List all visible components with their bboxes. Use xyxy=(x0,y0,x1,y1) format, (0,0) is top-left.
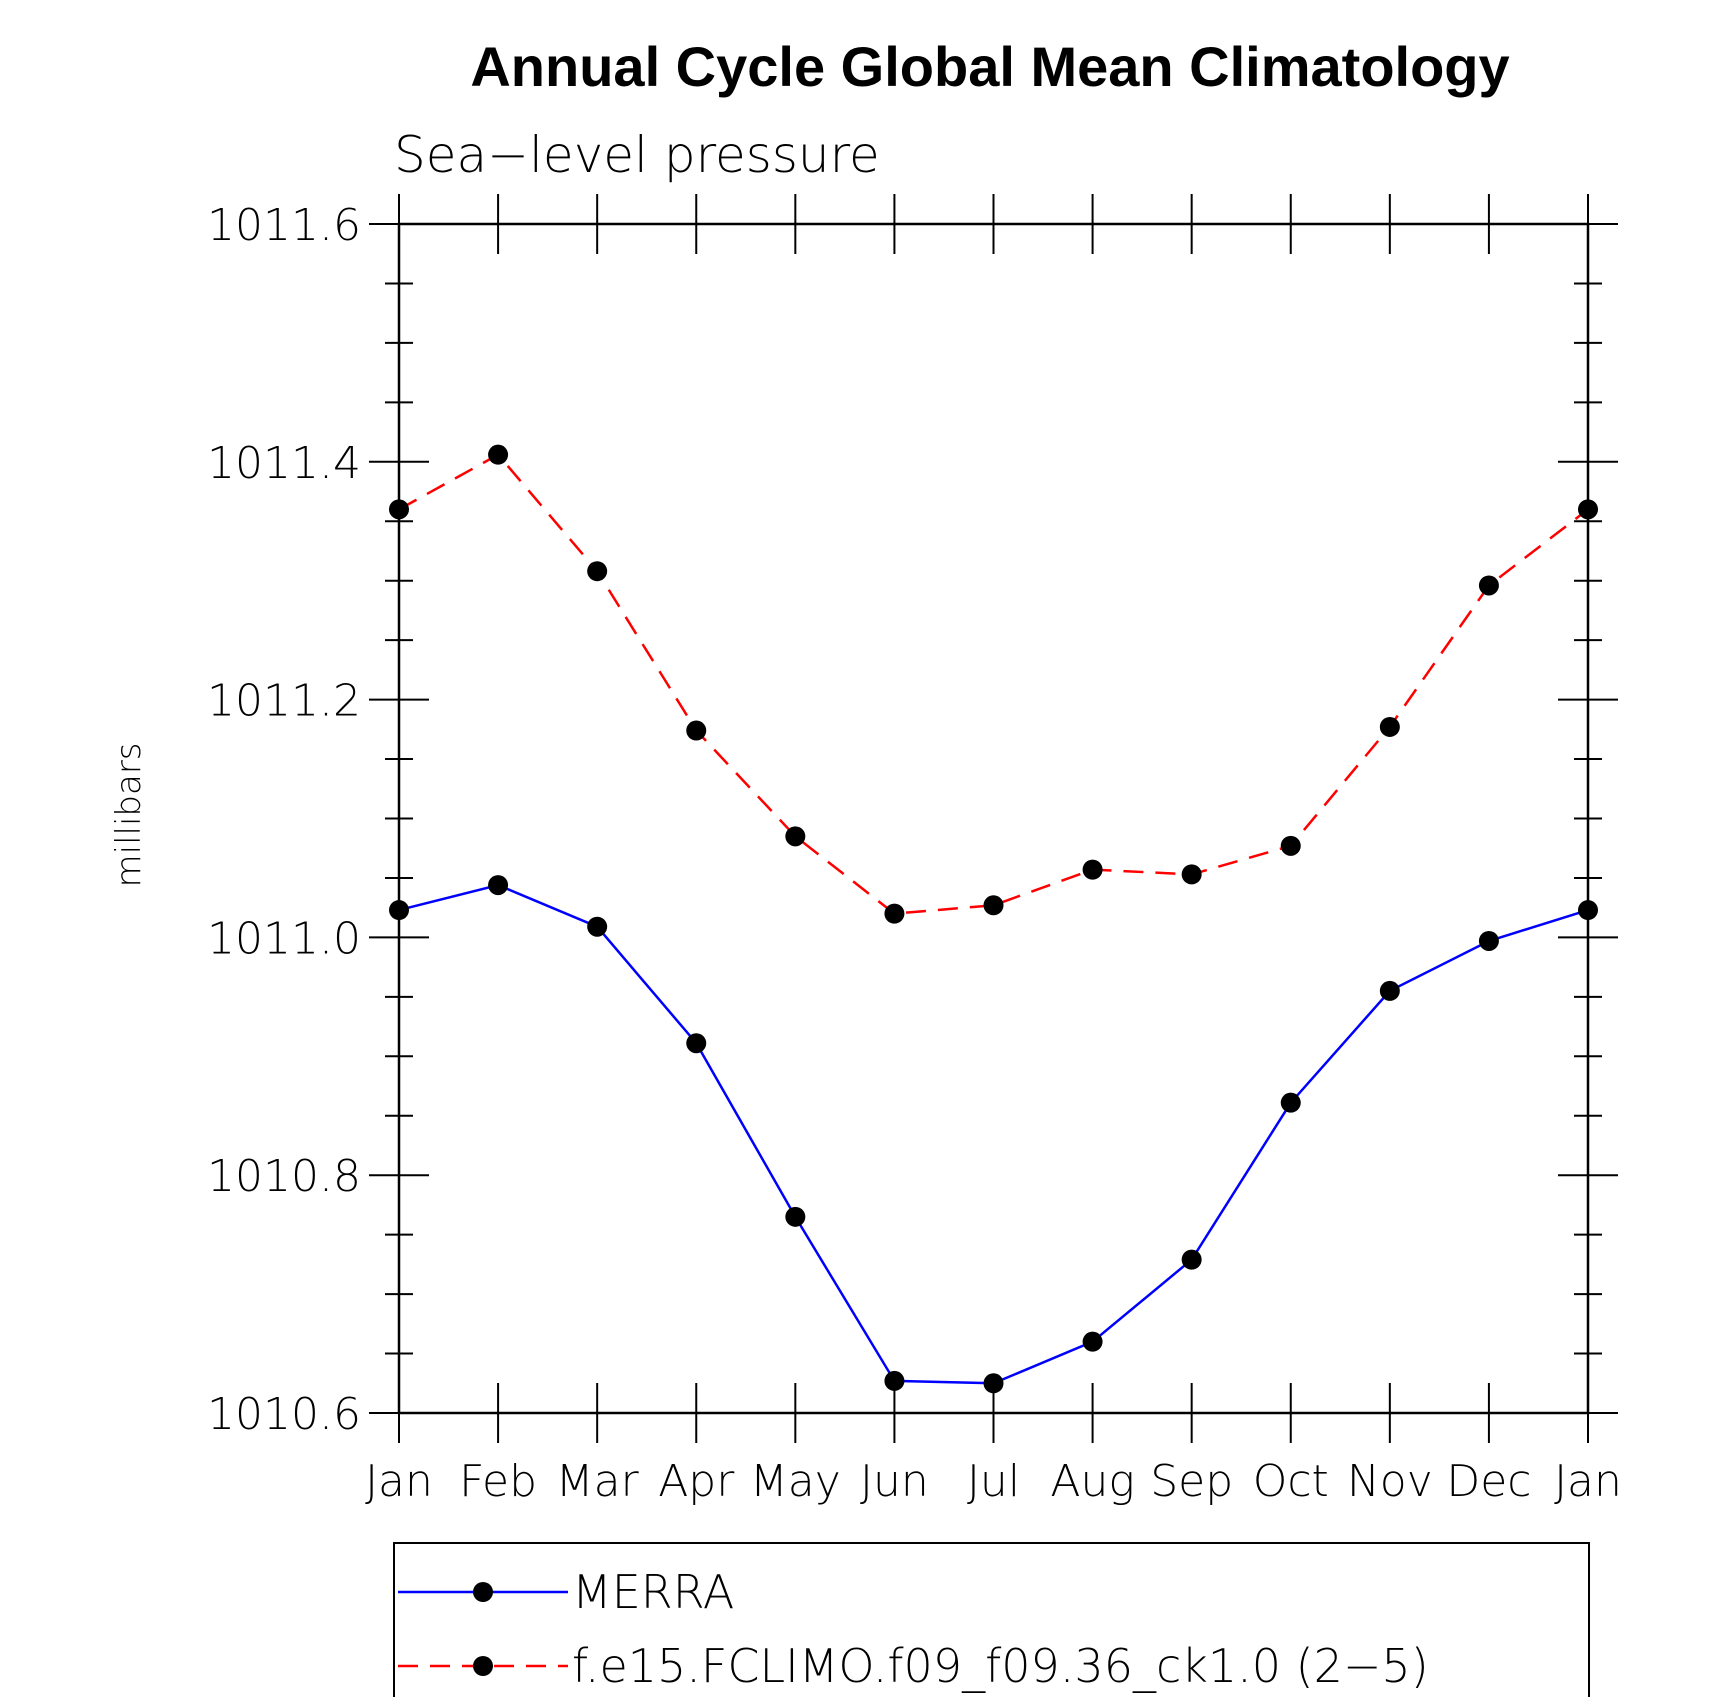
legend: MERRA f.e15.FCLIMO.f09_f09.36_ck1.0 (2−5… xyxy=(393,1542,1590,1697)
x-tick-label: Jan xyxy=(1554,1456,1622,1507)
data-point xyxy=(587,916,608,937)
chart-subtitle: Sea−level pressure xyxy=(394,126,880,184)
data-point xyxy=(488,875,509,896)
x-tick-label: Oct xyxy=(1253,1456,1329,1507)
data-point xyxy=(389,499,409,520)
data-point xyxy=(686,720,707,741)
x-tick-label: Aug xyxy=(1050,1456,1134,1507)
legend-marker-model xyxy=(473,1656,493,1676)
x-tick-label: Mar xyxy=(556,1456,640,1507)
y-tick-label: 1010.6 xyxy=(207,1389,361,1440)
series-line xyxy=(398,883,1589,1385)
data-point xyxy=(1578,499,1598,520)
series-line xyxy=(398,453,1589,915)
legend-box xyxy=(393,1542,1590,1697)
x-tick-label: Sep xyxy=(1150,1456,1233,1507)
plot-border xyxy=(397,222,1590,1415)
legend-marker-merra xyxy=(473,1582,493,1602)
series-1 xyxy=(389,444,1598,924)
y-tick-label: 1011.6 xyxy=(207,200,361,251)
x-tick-label: Jan xyxy=(365,1456,433,1507)
data-point xyxy=(1181,1249,1202,1270)
data-point xyxy=(1578,900,1598,921)
x-axis-ticks: Jan Feb Mar Apr May Jun Jul Aug Sep Oct Nov Dec Jan xyxy=(365,194,1622,1507)
x-tick-label: Apr xyxy=(658,1456,735,1507)
data-point xyxy=(389,900,409,921)
data-point xyxy=(1082,1331,1103,1352)
data-point xyxy=(884,903,905,924)
plot-frame xyxy=(397,222,1590,1415)
chart-title: Annual Cycle Global Mean Climatology xyxy=(470,35,1509,98)
data-point xyxy=(983,1373,1004,1394)
data-point xyxy=(983,895,1004,916)
data-point xyxy=(884,1370,905,1391)
x-tick-label: May xyxy=(750,1456,841,1507)
data-point xyxy=(1379,980,1400,1001)
data-point xyxy=(1181,864,1202,885)
y-axis-ticks: 1010.6 1010.8 1011.0 1011.2 1011.4 1011.6 xyxy=(207,200,1618,1440)
data-point xyxy=(1478,930,1499,951)
data-point xyxy=(1379,716,1400,737)
data-point xyxy=(785,826,806,847)
data-point xyxy=(1082,859,1103,880)
data-point xyxy=(686,1033,707,1054)
x-tick-label: Dec xyxy=(1446,1456,1531,1507)
y-axis-label: millibars xyxy=(109,742,149,887)
series-0 xyxy=(389,875,1598,1394)
x-tick-label: Nov xyxy=(1347,1456,1433,1507)
x-tick-label: Jun xyxy=(860,1456,929,1507)
data-point xyxy=(587,561,608,582)
legend-label-model: f.e15.FCLIMO.f09_f09.36_ck1.0 (2−5) xyxy=(572,1639,1429,1693)
data-point xyxy=(785,1206,806,1227)
y-tick-label: 1011.4 xyxy=(207,438,361,489)
data-point xyxy=(1478,575,1499,596)
data-point xyxy=(488,444,509,465)
y-tick-label: 1010.8 xyxy=(207,1151,361,1202)
legend-label-merra: MERRA xyxy=(572,1565,734,1619)
data-point xyxy=(1280,1092,1301,1113)
data-point xyxy=(1280,835,1301,856)
y-tick-label: 1011.0 xyxy=(207,913,361,964)
series-layer xyxy=(389,444,1598,1394)
y-tick-label: 1011.2 xyxy=(207,676,361,727)
x-tick-label: Jul xyxy=(967,1456,1020,1507)
x-tick-label: Feb xyxy=(459,1456,537,1507)
